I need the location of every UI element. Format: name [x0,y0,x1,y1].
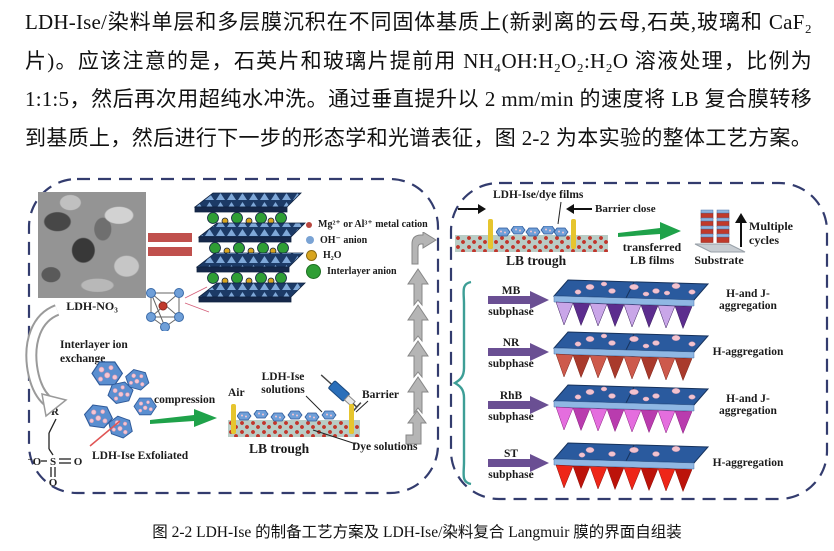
chem-o-right: O [74,456,83,468]
result-line2: aggregation [719,300,777,312]
dye-row-nr: NR subphase [460,330,826,384]
subphase-label: subphase [488,358,534,370]
film-platelets-left [237,410,337,422]
sem-label: LDH-NO₃ [66,299,118,313]
result-line1: H-and J- [726,392,770,405]
solutions-label-line2: solutions [261,384,305,396]
arrow-right-icon [458,204,486,214]
substrate-label: Substrate [694,253,744,267]
cation-dot-icon [306,221,312,228]
cycle-arrows-icon [405,232,437,445]
arrow-left-icon [566,204,592,214]
lb-trough-label-right: LB trough [506,253,567,268]
transferred-label-line1: transferred [622,240,682,254]
lb-trough-right [455,235,608,252]
substrate-stack [694,209,746,253]
legend-label: Mg²⁺ or Al³⁺ metal cation [318,219,428,231]
paragraph-line-2: 片)。应该注意的是，石英片和玻璃片提前用 NH₄OH:H₂O₂:H₂O 溶液处理… [25,48,812,73]
subphase-arrow-icon [488,343,549,361]
paragraph-line-4: 到基质上，然后进行下一步的形态学和光谱表征，图 2-2 为本实验的整体工艺方案。 [25,125,812,150]
film-platelets-right [496,226,569,237]
ldh-crystal-stack [193,192,306,303]
barrier-close-label: Barrier close [595,203,656,215]
compression-arrow-icon [150,409,217,427]
cycles-label-line2: cycles [749,233,779,247]
aggregation-result: H-and J- aggregation [696,385,800,425]
legend-item-cation: Mg²⁺ or Al³⁺ metal cation [306,217,428,233]
subphase-arrow-icon [488,396,549,414]
dye-row-rhb: RhB subphase [460,383,826,437]
chem-o-bottom: O [49,477,58,487]
anion-dot-icon [306,263,321,279]
barrier-bar-left-icon [231,404,236,434]
dye-label: ST [503,448,519,460]
paragraph-line-1: LDH-Ise/染料单层和多层膜沉积在不同固体基质上(新剥离的云母,石英,玻璃和… [25,10,812,34]
cycles-label-line1: Multiple [749,219,793,233]
equals-icon [148,233,192,261]
paragraph-line-3: 1:1:5，然后再次用超纯水冲洗。通过垂直提升以 2 mm/min 的速度将 L… [25,87,812,111]
air-label: Air [228,387,245,399]
dye-label: NR [502,337,520,349]
legend-item-water: H₂O [306,248,428,264]
film-slab [552,442,710,493]
result-line2: aggregation [719,405,777,417]
barrier-label: Barrier [362,389,400,401]
aggregation-result: H-and J- aggregation [696,280,800,320]
syringe-icon [320,374,362,413]
exchange-label-line2: exchange [60,353,106,365]
subphase-label: subphase [488,411,534,423]
barrier-close-left-icon [488,219,493,249]
chem-o-left: ⁻O [28,456,42,468]
octahedron-icon [146,288,184,331]
film-slab [552,331,710,382]
barrier-close-right-icon [571,219,576,249]
subphase-arrow-icon [488,454,549,472]
film-slab [552,384,710,435]
legend-label: OH⁻ anion [320,234,368,246]
dye-label: MB [501,285,521,297]
paragraph: LDH-Ise/染料单层和多层膜沉积在不同固体基质上(新剥离的云母,石英,玻璃和… [25,3,812,157]
subphase-label: subphase [488,306,534,318]
result-line1: H-and J- [726,287,770,300]
exchange-label-line1: Interlayer ion [60,339,128,351]
sulfonate-structure: R ⁻O S O O [28,406,83,487]
legend-item-anion: Interlayer anion [306,263,428,280]
lb-trough-label-left: LB trough [249,441,310,456]
result-line1: H-aggregation [712,345,784,358]
dye-solutions-label: Dye solutions [352,441,418,453]
chem-s: S [50,456,56,468]
figure-caption: 图 2-2 LDH-Ise 的制备工艺方案及 LDH-Ise/染料复合 Lang… [152,524,682,541]
legend-label: H₂O [323,250,342,262]
lb-trough-left [228,420,360,437]
legend-item-oh: OH⁻ anion [306,233,428,249]
chem-r: R [51,406,60,418]
legend: Mg²⁺ or Al³⁺ metal cation OH⁻ anion H₂O … [306,217,428,279]
dye-label: RhB [499,390,523,402]
legend-label: Interlayer anion [327,265,397,277]
exfoliated-label: LDH-Ise Exfoliated [92,450,189,462]
result-line1: H-aggregation [712,456,784,469]
aggregation-result: H-aggregation [696,332,800,372]
dye-row-st: ST subphase H-aggre [460,441,826,495]
aggregation-result: H-aggregation [696,443,800,483]
films-label: LDH-Ise/dye films [493,189,584,201]
oh-dot-icon [306,236,314,245]
multiple-cycles-arrow-icon [735,213,747,247]
curly-brace-icon [452,280,472,486]
sem-image [38,192,146,298]
transferred-label-line2: LB films [629,253,675,267]
subphase-arrow-icon [488,291,549,309]
solutions-label-line1: LDH-Ise [261,371,305,383]
film-slab [552,279,710,330]
transfer-arrow-icon [618,222,681,240]
dye-row-mb: MB subphase [460,278,826,332]
barrier-bar-right-icon [349,404,354,434]
compression-label: compression [154,394,216,406]
water-dot-icon [306,250,317,262]
subphase-label: subphase [488,469,534,481]
